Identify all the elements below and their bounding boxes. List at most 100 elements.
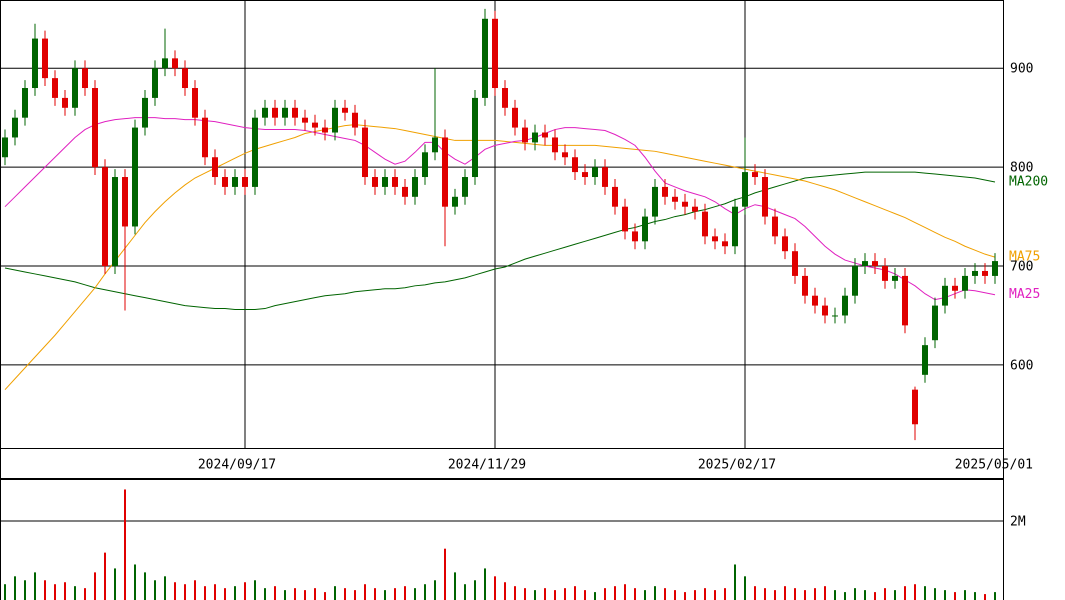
- volume-bar: [934, 588, 936, 600]
- candle-body: [632, 231, 638, 242]
- candle-body: [82, 68, 88, 89]
- volume-bar: [184, 584, 186, 600]
- volume-bar: [334, 586, 336, 600]
- candle-body: [42, 38, 48, 79]
- candle-body: [342, 107, 348, 113]
- candle-body: [442, 137, 448, 207]
- volume-bar: [364, 584, 366, 600]
- candle-body: [602, 167, 608, 187]
- volume-bar: [254, 580, 256, 600]
- volume-bar: [94, 572, 96, 600]
- candle-body: [162, 58, 168, 69]
- volume-bar: [714, 590, 716, 600]
- volume-bar: [724, 588, 726, 600]
- candle-body: [842, 295, 848, 316]
- candle-body: [802, 275, 808, 296]
- candle-body: [402, 186, 408, 197]
- y-tick-label: 800: [1010, 161, 1033, 176]
- candle-body: [682, 201, 688, 207]
- candle-body: [382, 177, 388, 187]
- volume-bar: [584, 590, 586, 600]
- candle-body: [782, 236, 788, 252]
- candle-body: [252, 117, 258, 187]
- volume-bar: [734, 564, 736, 600]
- candle-body: [12, 117, 18, 138]
- volume-bar: [964, 590, 966, 600]
- candle-body: [732, 206, 738, 247]
- candle-body: [532, 132, 538, 143]
- volume-bar: [534, 590, 536, 600]
- volume-bar: [244, 582, 246, 600]
- candle-body: [922, 345, 928, 375]
- volume-bar: [624, 584, 626, 600]
- volume-bar: [484, 568, 486, 600]
- y-tick-label: 600: [1010, 358, 1033, 373]
- volume-bar: [754, 586, 756, 600]
- volume-bar: [944, 590, 946, 600]
- volume-bar: [174, 582, 176, 600]
- ma-line: [4, 171, 996, 311]
- candle-body: [832, 315, 838, 317]
- candle-body: [702, 211, 708, 237]
- candle-body: [872, 261, 878, 267]
- legend-label: MA25: [1009, 287, 1040, 302]
- candle-body: [772, 216, 778, 237]
- candle-body: [692, 206, 698, 212]
- candle-body: [522, 127, 528, 143]
- volume-bar: [424, 584, 426, 600]
- volume-bar: [594, 592, 596, 600]
- volume-bar: [894, 590, 896, 600]
- candle-body: [572, 157, 578, 173]
- candle-body: [412, 177, 418, 197]
- candle-body: [812, 295, 818, 306]
- volume-bar: [774, 590, 776, 600]
- volume-bar: [324, 592, 326, 600]
- candle-body: [332, 107, 338, 133]
- x-tick-label: 2024/11/29: [448, 458, 526, 473]
- candle-body: [182, 68, 188, 89]
- volume-bar: [814, 588, 816, 600]
- volume-bar: [164, 576, 166, 600]
- candle-body: [172, 58, 178, 69]
- volume-bar: [104, 552, 106, 600]
- volume-bar: [704, 588, 706, 600]
- volume-bar: [234, 586, 236, 600]
- volume-bar: [444, 548, 446, 600]
- candle-body: [982, 270, 988, 276]
- candle-body: [662, 186, 668, 197]
- volume-bar: [34, 572, 36, 600]
- volume-bar: [904, 586, 906, 600]
- volume-bar: [824, 586, 826, 600]
- candle-body: [992, 261, 998, 276]
- volume-bar: [854, 588, 856, 600]
- volume-bar: [64, 582, 66, 600]
- volume-bar: [924, 586, 926, 600]
- volume-bar: [914, 584, 916, 600]
- volume-bar: [344, 588, 346, 600]
- legend-label: MA200: [1009, 174, 1048, 189]
- candle-body: [242, 177, 248, 187]
- volume-bar: [664, 588, 666, 600]
- volume-bar: [24, 580, 26, 600]
- volume-bar: [674, 590, 676, 600]
- volume-bar: [74, 586, 76, 600]
- volume-bar: [564, 588, 566, 600]
- volume-bar: [274, 586, 276, 600]
- candle-body: [322, 127, 328, 133]
- candle-body: [132, 127, 138, 227]
- candle-body: [62, 97, 68, 108]
- candle-body: [112, 177, 118, 267]
- candle-body: [762, 177, 768, 217]
- volume-bar: [454, 572, 456, 600]
- volume-bar: [504, 582, 506, 600]
- candle-body: [582, 172, 588, 178]
- volume-bar: [84, 588, 86, 600]
- volume-bar: [4, 584, 6, 600]
- legend-label: MA75: [1009, 250, 1040, 265]
- candle-body: [372, 177, 378, 187]
- volume-bar: [744, 576, 746, 600]
- volume-bar: [604, 588, 606, 600]
- candle-body: [102, 167, 108, 267]
- volume-bar: [834, 590, 836, 600]
- volume-bar: [204, 586, 206, 600]
